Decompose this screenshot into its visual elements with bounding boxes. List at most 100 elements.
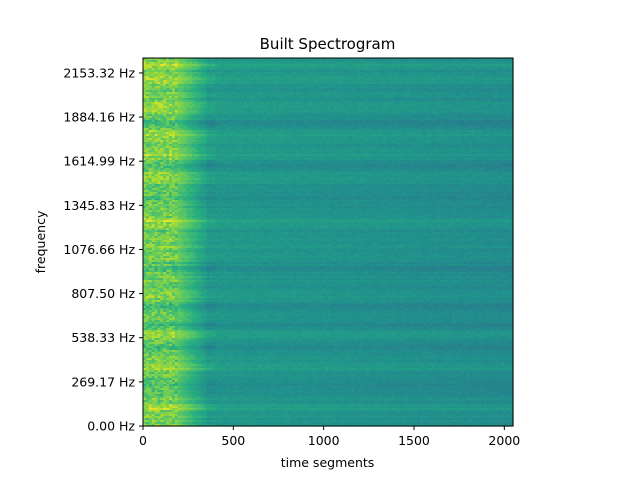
heatmap-cell [313, 104, 318, 107]
heatmap-cell [325, 104, 329, 107]
heatmap-cell [264, 106, 268, 109]
heatmap-cell [342, 68, 346, 71]
heatmap-cell [374, 78, 378, 81]
heatmap-cell [157, 102, 161, 105]
heatmap-cell [420, 66, 424, 69]
heatmap-cell [212, 108, 216, 111]
heatmap-cell [437, 84, 442, 87]
heatmap-cell [348, 90, 352, 93]
heatmap-cell [192, 102, 196, 105]
heatmap-cell [394, 74, 398, 77]
heatmap-cell [510, 102, 514, 105]
heatmap-cell [478, 68, 482, 71]
heatmap-cell [215, 84, 219, 87]
heatmap-cell [394, 94, 398, 97]
heatmap-cell [333, 84, 338, 87]
heatmap-cell [391, 64, 396, 67]
heatmap-cell [183, 70, 187, 73]
heatmap-cell [154, 110, 159, 113]
heatmap-cell [339, 100, 344, 103]
heatmap-cell [408, 84, 413, 87]
heatmap-cell [429, 66, 433, 69]
heatmap-cell [270, 78, 274, 81]
heatmap-cell [192, 82, 196, 85]
heatmap-cell [212, 74, 216, 77]
heatmap-cell [406, 70, 410, 73]
heatmap-cell [484, 88, 488, 91]
heatmap-cell [284, 98, 289, 101]
heatmap-cell [249, 78, 254, 81]
heatmap-cell [307, 100, 312, 103]
heatmap-cell [180, 92, 185, 95]
heatmap-cell [406, 108, 410, 111]
heatmap-cell [460, 78, 465, 81]
heatmap-cell [145, 82, 150, 85]
heatmap-cell [160, 74, 164, 77]
heatmap-cell [391, 58, 396, 61]
heatmap-cell [189, 80, 193, 83]
heatmap-cell [293, 74, 297, 77]
heatmap-cell [241, 94, 245, 97]
heatmap-cell [356, 74, 361, 77]
heatmap-cell [195, 94, 199, 97]
heatmap-cell [432, 90, 436, 93]
heatmap-cell [446, 98, 451, 101]
heatmap-cell [255, 88, 260, 91]
heatmap-cell [183, 98, 187, 101]
heatmap-cell [221, 64, 225, 67]
heatmap-cell [417, 106, 422, 109]
heatmap-cell [452, 84, 456, 87]
heatmap-cell [325, 74, 329, 77]
heatmap-cell [382, 108, 387, 111]
heatmap-cell [186, 60, 190, 63]
heatmap-cell [489, 88, 494, 91]
heatmap-cell [163, 64, 167, 67]
heatmap-cell [443, 88, 448, 91]
heatmap-cell [446, 104, 451, 107]
heatmap-cell [325, 108, 329, 111]
heatmap-cell [414, 86, 419, 89]
heatmap-cell [380, 90, 384, 93]
heatmap-cell [469, 88, 474, 91]
heatmap-cell [255, 62, 260, 65]
heatmap-cell [354, 66, 358, 69]
heatmap-cell [371, 82, 375, 85]
heatmap-cell [215, 82, 219, 85]
heatmap-cell [218, 106, 222, 109]
heatmap-cell [368, 60, 372, 63]
heatmap-cell [463, 72, 468, 75]
heatmap-cell [452, 82, 456, 85]
heatmap-cell [177, 62, 182, 65]
heatmap-cell [255, 72, 260, 75]
heatmap-cell [495, 66, 500, 69]
heatmap-cell [145, 70, 150, 73]
heatmap-cell [484, 60, 488, 63]
heatmap-cell [385, 106, 390, 109]
heatmap-cell [299, 88, 303, 91]
heatmap-cell [484, 108, 488, 111]
heatmap-cell [377, 62, 381, 65]
heatmap-cell [437, 98, 442, 101]
heatmap-cell [157, 82, 161, 85]
heatmap-cell [163, 82, 167, 85]
heatmap-cell [281, 84, 286, 87]
heatmap-cell [371, 84, 375, 87]
heatmap-cell [501, 66, 505, 69]
heatmap-cell [284, 60, 289, 63]
heatmap-cell [310, 90, 315, 93]
heatmap-cell [380, 58, 384, 61]
heatmap-cell [342, 78, 346, 81]
heatmap-cell [209, 78, 213, 81]
heatmap-cell [226, 58, 231, 61]
heatmap-cell [209, 76, 213, 79]
heatmap-cell [504, 66, 508, 69]
heatmap-cell [296, 82, 300, 85]
heatmap-cell [235, 68, 239, 71]
heatmap-cell [255, 90, 260, 93]
heatmap-cell [143, 106, 147, 109]
heatmap-cell [151, 86, 156, 89]
heatmap-cell [145, 84, 150, 87]
heatmap-cell [501, 102, 505, 105]
heatmap-cell [330, 84, 335, 87]
heatmap-cell [186, 82, 190, 85]
